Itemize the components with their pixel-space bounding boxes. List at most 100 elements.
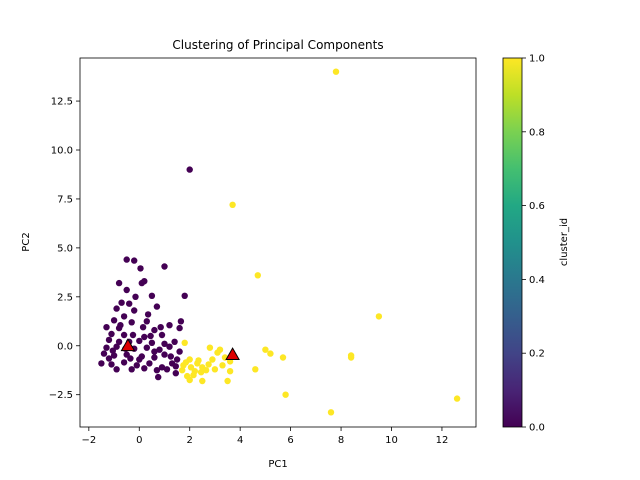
data-point-cluster-0 (147, 332, 154, 340)
data-point-cluster-0 (108, 330, 115, 338)
colorbar-tick-label: 0.0 (529, 423, 545, 434)
data-point-cluster-1 (202, 367, 210, 374)
colorbar (502, 57, 523, 428)
data-point-cluster-1 (219, 362, 226, 369)
data-point-cluster-1 (332, 68, 340, 75)
colorbar-tick-label: 0.6 (529, 201, 545, 212)
x-tick-label: 0 (136, 435, 142, 446)
data-point-cluster-0 (155, 373, 162, 381)
points-layer (98, 68, 461, 416)
y-tick-label: 10.0 (51, 146, 73, 157)
x-axis: −2 0 2 4 6 8 10 12 (81, 427, 448, 446)
data-point-cluster-0 (109, 347, 117, 354)
data-point-cluster-0 (141, 278, 148, 285)
data-point-cluster-1 (252, 366, 259, 373)
data-point-cluster-1 (182, 359, 190, 366)
data-point-cluster-1 (267, 350, 274, 357)
data-point-cluster-0 (166, 322, 173, 329)
data-point-cluster-1 (262, 346, 269, 353)
data-point-cluster-1 (186, 376, 193, 384)
centroid-marker-0 (120, 338, 136, 352)
data-point-cluster-0 (115, 279, 123, 287)
data-point-cluster-0 (148, 292, 156, 299)
data-point-cluster-0 (153, 303, 161, 310)
data-point-cluster-0 (118, 299, 125, 306)
data-point-cluster-1 (254, 272, 261, 279)
data-point-cluster-0 (176, 324, 183, 332)
data-point-cluster-1 (187, 364, 195, 371)
data-point-cluster-0 (136, 356, 143, 363)
data-point-cluster-0 (129, 331, 137, 339)
data-point-cluster-0 (128, 319, 135, 326)
colorbar-tick-label: 0.2 (529, 349, 545, 360)
data-point-cluster-0 (128, 366, 135, 373)
data-point-cluster-0 (157, 324, 164, 331)
y-axis: −2.5 0.0 2.5 5.0 7.5 10.0 12.5 (49, 97, 80, 401)
data-point-cluster-0 (161, 351, 168, 358)
data-point-cluster-1 (229, 201, 236, 208)
data-point-cluster-0 (181, 292, 188, 299)
data-point-cluster-0 (113, 366, 120, 373)
data-point-cluster-0 (103, 344, 110, 351)
x-tick-label: 12 (436, 435, 449, 446)
y-tick-label: 12.5 (51, 97, 73, 108)
x-axis-label: PC1 (268, 459, 287, 470)
data-point-cluster-0 (120, 359, 128, 366)
data-point-cluster-1 (209, 356, 216, 363)
data-point-cluster-0 (148, 339, 156, 346)
data-point-cluster-1 (199, 377, 206, 385)
data-point-cluster-0 (120, 313, 128, 320)
data-point-cluster-0 (158, 331, 166, 339)
data-point-cluster-1 (179, 367, 186, 374)
y-tick-label: 2.5 (57, 292, 73, 303)
data-point-cluster-1 (211, 366, 219, 373)
data-point-cluster-0 (158, 364, 166, 371)
data-point-cluster-0 (151, 354, 158, 361)
data-point-cluster-0 (173, 356, 181, 363)
data-point-cluster-1 (327, 409, 335, 416)
data-point-cluster-0 (108, 361, 115, 368)
data-point-cluster-0 (146, 360, 153, 367)
data-point-cluster-0 (141, 365, 148, 372)
chart-title: Clustering of Principal Components (172, 38, 383, 52)
y-tick-label: 0.0 (57, 341, 73, 352)
data-point-cluster-1 (206, 344, 214, 351)
data-point-cluster-0 (156, 346, 163, 353)
data-point-cluster-0 (126, 300, 133, 307)
data-point-cluster-0 (120, 331, 128, 339)
colorbar-ticks: 0.0 0.2 0.4 0.6 0.8 1.0 (522, 54, 545, 434)
data-point-cluster-0 (177, 318, 185, 325)
x-tick-label: 10 (385, 435, 398, 446)
data-point-cluster-1 (190, 371, 197, 379)
y-tick-label: 7.5 (57, 194, 73, 205)
data-point-cluster-0 (115, 338, 123, 345)
data-point-cluster-0 (137, 265, 144, 272)
data-point-cluster-0 (153, 367, 161, 374)
data-point-cluster-0 (123, 286, 130, 294)
data-point-cluster-0 (123, 256, 130, 263)
data-point-cluster-1 (453, 395, 461, 402)
data-point-cluster-0 (161, 340, 168, 347)
data-point-cluster-0 (98, 360, 105, 367)
colorbar-tick-label: 0.8 (529, 127, 545, 138)
x-tick-label: 2 (187, 435, 193, 446)
data-point-cluster-0 (143, 318, 150, 325)
data-point-cluster-0 (143, 344, 150, 351)
data-point-cluster-0 (172, 370, 179, 377)
x-tick-label: 8 (338, 435, 344, 446)
data-point-cluster-1 (279, 354, 287, 361)
plot-frame (79, 57, 477, 428)
data-point-cluster-0 (131, 307, 138, 314)
data-point-cluster-0 (176, 348, 183, 355)
data-point-cluster-0 (113, 305, 120, 312)
centroid-layer (120, 338, 240, 360)
data-point-cluster-0 (172, 363, 179, 370)
data-point-cluster-0 (110, 352, 118, 359)
x-tick-label: 4 (237, 435, 243, 446)
data-point-cluster-0 (144, 311, 152, 318)
data-point-cluster-0 (163, 366, 171, 373)
y-tick-label: 5.0 (57, 243, 73, 254)
y-tick-label: −2.5 (49, 390, 73, 401)
data-point-cluster-0 (103, 324, 110, 331)
